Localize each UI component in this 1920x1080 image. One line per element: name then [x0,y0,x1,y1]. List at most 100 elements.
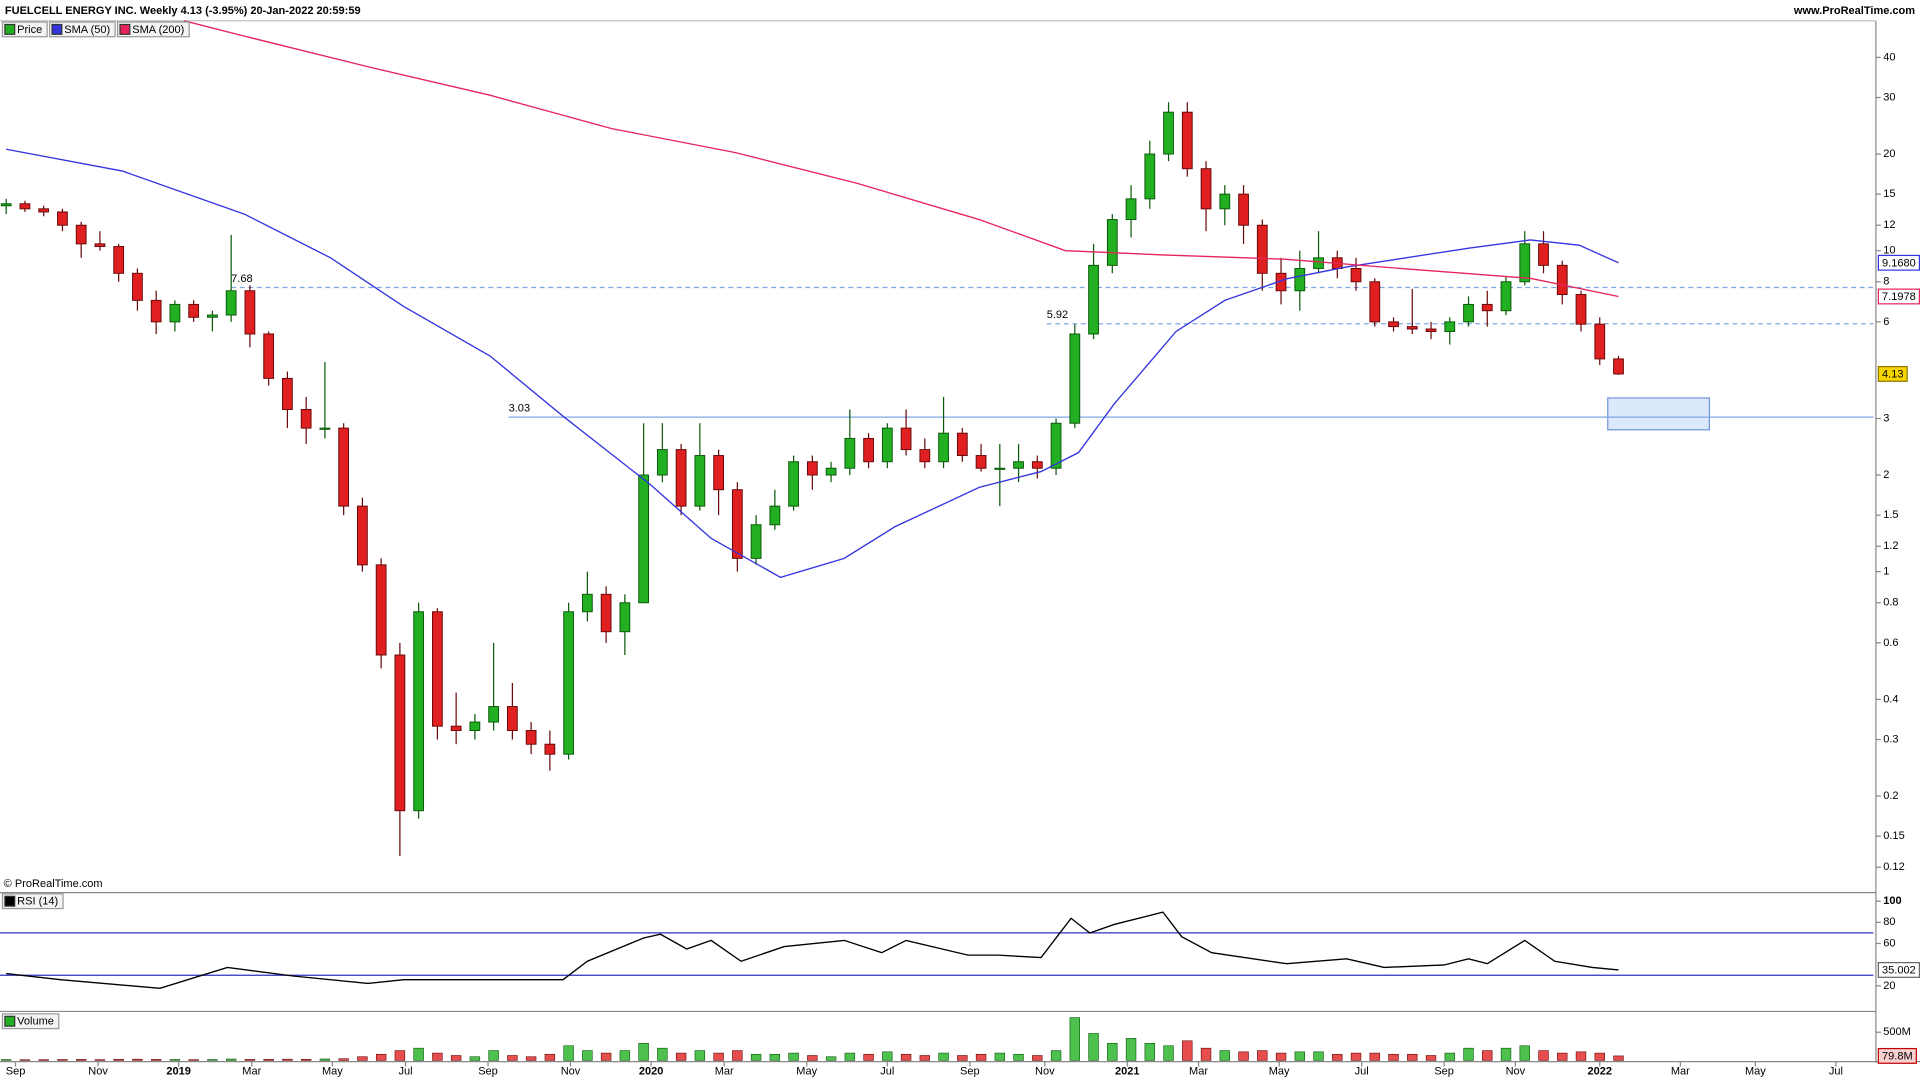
volume-bar [900,1053,912,1061]
candle-body [319,427,331,430]
volume-bar [207,1059,218,1061]
candle-body [375,564,387,656]
candle-body [1500,281,1512,312]
legend-item: SMA (50) [48,21,116,38]
volume-bar [1313,1051,1324,1061]
candle-body [57,211,68,226]
header-bar [0,0,1920,21]
candle-body [431,611,443,727]
candle-body [1163,111,1174,155]
level-label: 5.92 [1047,309,1068,321]
x-tick-label: 2022 [1587,1065,1612,1077]
volume-bar [1107,1042,1118,1061]
candle-body [1181,111,1193,170]
candle-body [600,593,612,633]
volume-bar [1388,1053,1399,1061]
candle-body [656,449,668,476]
volume-bar [469,1056,481,1061]
candle-body [1481,303,1493,312]
volume-bar [957,1055,968,1061]
legend-swatch [119,23,131,35]
candle-body [638,474,650,604]
volume-bar [394,1050,406,1061]
plot-layer: 40 30 20 15 12 10 8 6 3 2 1.5 1.2 1 0.8 0.6 0.4 0.3 0.2 0.… [0,20,1920,1077]
x-tick-label: Jul [1829,1065,1843,1077]
level-label: 3.03 [509,402,530,414]
legend-label: SMA (200) [132,24,184,36]
volume-bar [1182,1040,1193,1061]
volume-bar [1144,1042,1156,1061]
volume-bar [919,1055,931,1061]
candle-body [975,455,987,469]
volume-bar [825,1056,837,1061]
candle-body [1519,243,1531,283]
volume-bar [1125,1038,1137,1061]
volume-bar [544,1053,556,1061]
x-tick-label: Sep [6,1065,26,1077]
y-tick-label: 3 [1883,412,1889,424]
y-tick-label: 0.4 [1883,693,1898,705]
candle-body [188,303,200,318]
y-tick-label: 60 [1883,937,1895,949]
candle-body [150,299,162,323]
candle-body [1369,281,1381,323]
legend-box [1,1013,60,1030]
candle-body [394,654,406,812]
volume-bar [1500,1047,1512,1061]
candle-body [488,706,500,723]
y-tick-label: 0.15 [1883,830,1904,842]
candle-body [788,461,799,507]
volume-bar [507,1055,518,1061]
level-label: 7.68 [231,273,252,285]
y-tick-label: 1 [1883,566,1889,578]
candle-body [769,505,781,526]
x-tick-label: Sep [960,1065,980,1077]
candle-body [1538,243,1549,266]
legend-item: Volume [1,1013,60,1030]
volume-bar [675,1052,687,1061]
candle-body [1256,224,1268,274]
volume-bar [1050,1050,1062,1061]
x-tick-label: May [322,1065,343,1077]
volume-bar [338,1058,349,1061]
x-tick-label: Mar [1671,1065,1690,1077]
legend-box [116,21,190,38]
legend-swatch [4,23,16,35]
volume-bar [488,1050,499,1061]
candle-body [675,449,687,507]
volume-bar [357,1056,368,1061]
legend-box [1,893,64,910]
volume-bar [319,1058,331,1061]
volume-bar [0,1059,12,1061]
volume-bar [882,1051,893,1061]
volume-bar [1444,1052,1455,1061]
volume-bar [188,1059,199,1061]
volume-bar [1200,1047,1212,1061]
candle-body [563,611,575,755]
volume-bar [525,1056,537,1061]
candle-body [1556,264,1568,296]
candle-body [731,489,743,559]
y-tick-label: 2 [1883,469,1889,481]
volume-bar [1069,1017,1081,1061]
candle-body [1463,303,1474,323]
x-tick-label: Jul [398,1065,412,1077]
volume-bar [1294,1051,1305,1061]
x-tick-label: Mar [715,1065,734,1077]
volume-bar [1332,1053,1343,1061]
volume-bar [657,1047,668,1061]
legend-box [48,21,116,38]
volume-bar [263,1058,274,1061]
volume-bar [38,1059,49,1061]
volume-bar [1482,1050,1493,1061]
y-tick-label: 10 [1883,245,1895,257]
y-tick-label: 20 [1883,980,1895,992]
volume-bar [300,1058,312,1061]
header-title: FUELCELL ENERGY INC. Weekly 4.13 (-3.95%… [5,5,361,17]
legend-label: Price [17,24,42,36]
volume-bar [375,1053,387,1061]
candle-body [619,602,631,633]
volume-bar [807,1055,818,1061]
candle-body [506,706,518,731]
